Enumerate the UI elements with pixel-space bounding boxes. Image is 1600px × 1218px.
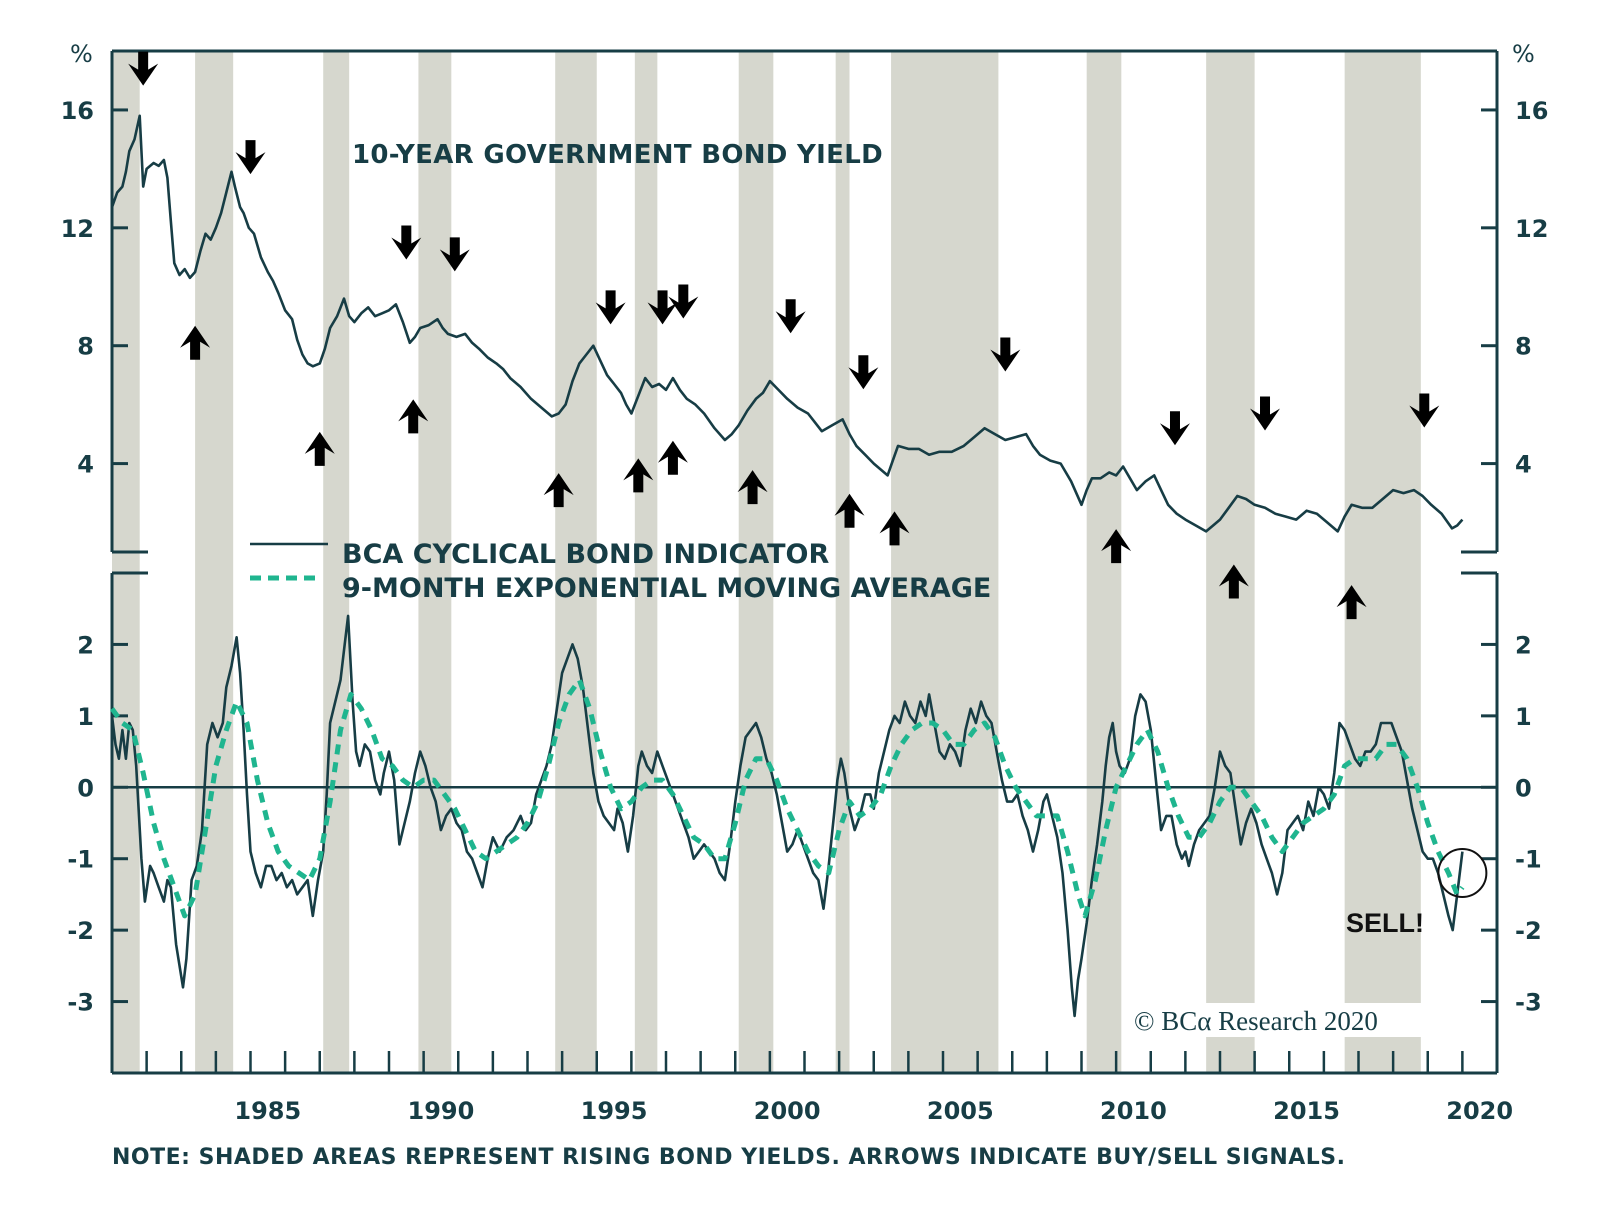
footnote: NOTE: SHADED AREAS REPRESENT RISING BOND… (112, 1145, 1346, 1170)
x-tick-label: 1990 (408, 1097, 475, 1125)
sell-arrow-down-icon (1409, 393, 1440, 428)
shaded-period (555, 51, 597, 1073)
sell-arrow-down-icon (848, 355, 879, 390)
y-tick-label-left: 16 (61, 97, 94, 125)
panel-title: 10-YEAR GOVERNMENT BOND YIELD (352, 140, 883, 170)
buy-arrow-up-icon (879, 511, 910, 546)
sell-arrow-down-icon (439, 237, 470, 272)
y-tick-label-left: 0 (77, 774, 94, 802)
x-tick-label: 2005 (927, 1097, 994, 1125)
legend: BCA CYCLICAL BOND INDICATOR 9-MONTH EXPO… (250, 539, 991, 604)
buy-arrow-up-icon (304, 431, 335, 466)
sell-arrow-down-icon (668, 284, 699, 319)
y-tick-label-left: 2 (77, 631, 94, 659)
buy-arrow-up-icon (737, 470, 768, 505)
x-tick-label: 2010 (1100, 1097, 1167, 1125)
buy-arrow-up-icon (834, 493, 865, 528)
y-tick-label-right: 0 (1515, 774, 1532, 802)
sell-circle (1437, 848, 1488, 898)
x-tick-label: 2020 (1446, 1097, 1513, 1125)
buy-arrow-up-icon (623, 458, 654, 493)
sell-arrow-down-icon (1250, 396, 1281, 431)
sell-arrow-down-icon (235, 140, 266, 175)
y-tick-label-left: 8 (77, 333, 94, 361)
y-tick-label-right: -2 (1515, 917, 1542, 945)
buy-arrow-up-icon (657, 440, 688, 475)
y-tick-label-left: -3 (67, 989, 94, 1017)
sell-arrow-down-icon (595, 290, 626, 325)
sell-arrow-down-icon (647, 290, 678, 325)
y-tick-label-right: 1 (1515, 703, 1532, 731)
shaded-periods (112, 51, 1421, 1073)
shaded-period (418, 51, 452, 1073)
y-tick-label-left: 1 (77, 703, 94, 731)
ema-line (109, 677, 1465, 919)
buy-arrow-up-icon (543, 473, 574, 508)
sell-annotation: SELL! (1346, 908, 1424, 938)
x-tick-label: 1985 (234, 1097, 301, 1125)
copyright: © BCα Research 2020 (1134, 1006, 1378, 1036)
shaded-period (323, 51, 350, 1073)
y-tick-label-right: -3 (1515, 989, 1542, 1017)
y-tick-label-left: -2 (67, 917, 94, 945)
signal-arrows (128, 51, 1440, 620)
y-tick-label-right: 2 (1515, 631, 1532, 659)
y-unit-right: % (1512, 40, 1535, 68)
legend-label-ema: 9-MONTH EXPONENTIAL MOVING AVERAGE (342, 573, 991, 604)
x-tick-label: 2000 (754, 1097, 821, 1125)
y-tick-label-left: 12 (61, 215, 94, 243)
y-tick-label-right: 16 (1515, 97, 1548, 125)
sell-arrow-down-icon (775, 299, 806, 334)
sell-arrow-down-icon (391, 225, 422, 260)
x-tick-label: 1995 (581, 1097, 648, 1125)
bond-yield-line (110, 114, 1464, 533)
buy-arrow-up-icon (398, 399, 429, 434)
sell-arrow-down-icon (1159, 411, 1190, 446)
buy-arrow-up-icon (180, 325, 211, 360)
shaded-period (891, 51, 999, 1073)
sell-arrow-down-icon (990, 337, 1021, 372)
x-tick-label: 2015 (1273, 1097, 1340, 1125)
series-lines (109, 114, 1465, 1018)
shaded-period (1344, 51, 1421, 1073)
y-unit-left: % (70, 40, 93, 68)
sell-arrow-down-icon (128, 51, 159, 86)
y-tick-label-right: 12 (1515, 215, 1548, 243)
copyright-background (1128, 1003, 1456, 1037)
y-tick-label-right: 4 (1515, 451, 1532, 479)
shaded-period (195, 51, 234, 1073)
shaded-period (112, 51, 140, 1073)
buy-arrow-up-icon (1218, 564, 1249, 599)
y-tick-label-right: -1 (1515, 846, 1542, 874)
y-tick-label-left: -1 (67, 846, 94, 874)
bond-indicator-line (110, 614, 1464, 1018)
shaded-period (738, 51, 774, 1073)
legend-label-indicator: BCA CYCLICAL BOND INDICATOR (342, 539, 830, 570)
buy-arrow-up-icon (1336, 585, 1367, 620)
y-tick-label-right: 8 (1515, 333, 1532, 361)
shaded-period (1206, 51, 1255, 1073)
buy-arrow-up-icon (1101, 529, 1132, 564)
y-tick-label-left: 4 (77, 451, 94, 479)
shaded-period (835, 51, 850, 1073)
